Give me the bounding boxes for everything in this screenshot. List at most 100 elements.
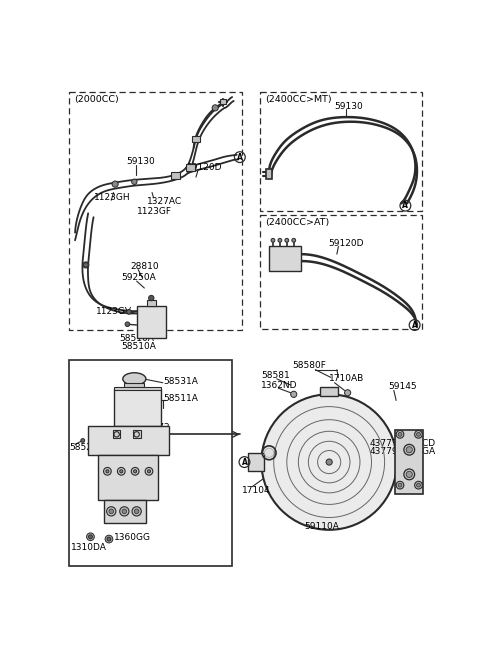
Text: 1339CD: 1339CD [400, 439, 436, 448]
Circle shape [105, 535, 113, 543]
Text: 1123GV: 1123GV [96, 307, 132, 316]
Bar [186, 164, 195, 170]
Circle shape [84, 263, 88, 267]
Bar [69, 92, 242, 330]
Text: 59250A: 59250A [121, 272, 156, 282]
Text: 59120D: 59120D [328, 239, 364, 248]
Circle shape [125, 322, 130, 327]
Circle shape [292, 238, 296, 242]
Circle shape [291, 391, 297, 398]
Circle shape [406, 447, 412, 453]
Circle shape [396, 481, 404, 489]
Circle shape [81, 439, 84, 442]
Circle shape [145, 468, 153, 475]
Circle shape [120, 470, 123, 473]
Bar [104, 500, 146, 523]
Bar [260, 215, 421, 329]
Circle shape [104, 468, 111, 475]
Circle shape [415, 430, 422, 438]
Text: 59130: 59130 [335, 102, 363, 111]
Circle shape [406, 472, 412, 477]
Circle shape [122, 509, 127, 514]
Text: 59110A: 59110A [304, 522, 339, 531]
Circle shape [326, 459, 332, 465]
Bar [220, 100, 226, 104]
Bar [88, 426, 169, 455]
Text: 1360GG: 1360GG [114, 533, 151, 542]
Text: 1310DA: 1310DA [71, 543, 107, 552]
Circle shape [285, 238, 289, 242]
Circle shape [149, 295, 154, 301]
Circle shape [118, 468, 125, 475]
Circle shape [132, 179, 137, 185]
Text: 43779A: 43779A [369, 447, 404, 456]
Circle shape [396, 430, 404, 438]
Text: A: A [412, 320, 418, 329]
Text: 1339GA: 1339GA [400, 447, 436, 456]
Circle shape [415, 481, 422, 489]
Text: 17104: 17104 [242, 486, 271, 495]
Circle shape [107, 507, 116, 516]
Bar [260, 92, 421, 211]
Bar [320, 386, 338, 396]
Text: 58511A: 58511A [164, 394, 199, 403]
Text: 28810: 28810 [131, 262, 159, 271]
Text: 1362ND: 1362ND [262, 381, 298, 390]
Circle shape [271, 238, 275, 242]
Bar [69, 360, 232, 566]
Ellipse shape [123, 373, 146, 385]
Circle shape [262, 394, 397, 530]
Text: A: A [402, 201, 408, 210]
Text: A: A [237, 153, 243, 162]
Circle shape [86, 533, 94, 540]
Text: 1123GH: 1123GH [94, 193, 130, 202]
Text: (2000CC): (2000CC) [74, 95, 119, 104]
Circle shape [109, 509, 114, 514]
Circle shape [212, 105, 218, 111]
Bar [396, 430, 423, 495]
Circle shape [345, 390, 351, 396]
Circle shape [278, 238, 282, 242]
Bar [113, 430, 120, 438]
Text: 58510A: 58510A [119, 334, 154, 343]
Text: 1327AC: 1327AC [147, 197, 182, 206]
Text: A: A [241, 458, 247, 466]
Text: 59130: 59130 [126, 157, 155, 166]
Text: (2400CC>AT): (2400CC>AT) [265, 218, 329, 227]
Circle shape [127, 310, 131, 314]
Text: (2400CC>MT): (2400CC>MT) [265, 95, 332, 104]
Text: 59120D: 59120D [187, 162, 222, 172]
Text: 58531A: 58531A [164, 377, 199, 386]
Bar [170, 172, 180, 179]
Circle shape [417, 432, 420, 436]
Bar [266, 170, 272, 179]
Bar [137, 306, 166, 338]
Text: 58525A: 58525A [69, 443, 104, 452]
Bar [133, 430, 141, 438]
Text: 43777B: 43777B [369, 439, 404, 448]
Circle shape [106, 470, 109, 473]
Circle shape [134, 509, 139, 514]
Bar [248, 453, 264, 472]
Text: 59145: 59145 [388, 382, 417, 391]
Text: 1710AB: 1710AB [329, 375, 364, 383]
Text: 58580F: 58580F [292, 360, 326, 369]
Circle shape [132, 507, 141, 516]
Circle shape [417, 483, 420, 487]
Bar [147, 299, 156, 306]
Circle shape [120, 507, 129, 516]
Text: 58672: 58672 [141, 423, 170, 432]
Circle shape [88, 535, 92, 538]
Circle shape [404, 469, 415, 479]
Text: 58581: 58581 [262, 371, 290, 381]
Circle shape [398, 483, 402, 487]
Circle shape [133, 470, 137, 473]
Circle shape [131, 468, 139, 475]
Bar [192, 136, 200, 141]
Text: 1123GF: 1123GF [137, 206, 172, 215]
Circle shape [398, 432, 402, 436]
Bar [269, 246, 301, 271]
Circle shape [404, 444, 415, 455]
Text: 58510A: 58510A [121, 342, 156, 351]
Circle shape [147, 470, 151, 473]
